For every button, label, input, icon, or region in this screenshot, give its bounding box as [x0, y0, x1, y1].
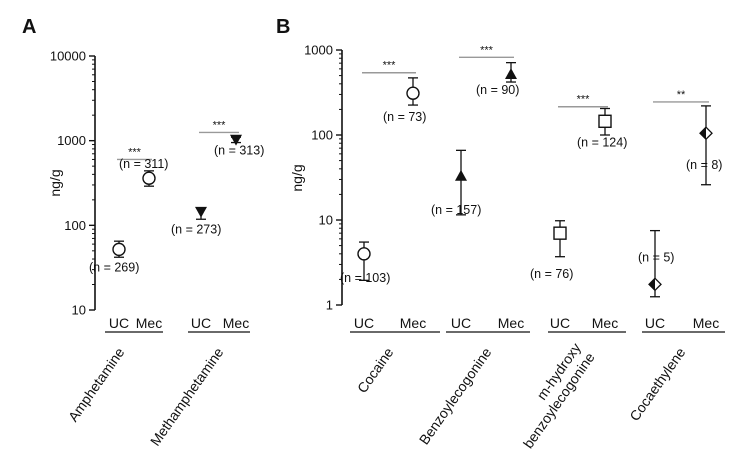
data-point-square [553, 226, 567, 240]
x-category-label: UC [191, 315, 211, 331]
x-category-label: Mec [693, 315, 719, 331]
n-count-label: (n = 313) [214, 144, 264, 158]
group-label-line: Cocaine [354, 344, 397, 395]
y-tick-label: 10 [72, 303, 86, 318]
n-count-label: (n = 273) [171, 223, 221, 237]
y-axis-label: ng/g [47, 169, 63, 196]
x-category-label: UC [645, 315, 665, 331]
n-count-label: (n = 269) [89, 260, 139, 274]
data-point-circle [142, 171, 156, 185]
x-category-label: Mec [223, 315, 249, 331]
n-count-label: (n = 76) [530, 267, 573, 281]
data-point-square [598, 114, 612, 128]
y-tick-label: 1000 [304, 43, 333, 58]
y-tick-label: 10 [319, 213, 333, 228]
n-count-label: (n = 157) [431, 203, 481, 217]
data-point-circle [112, 242, 126, 257]
n-count-label: (n = 90) [476, 83, 519, 97]
x-category-label: UC [109, 315, 129, 331]
x-category-label: Mec [498, 315, 524, 331]
group-label: m-hydroxybenzoylecogonine [506, 340, 598, 451]
significance-label: *** [213, 119, 227, 131]
panel-a-plot: 10 100 1000 10000 ng/g UC Mec UC Mec Amphetamine M… [47, 49, 264, 449]
group-label: Benzoylecogonine [416, 344, 495, 447]
y-tick-label: 1000 [57, 133, 86, 148]
y-tick-label: 100 [64, 218, 86, 233]
data-point-triangle-up [455, 169, 467, 181]
y-axis-label: ng/g [289, 164, 305, 191]
data-point-circle [406, 86, 420, 100]
data-point-diamond-fill [700, 127, 706, 140]
group-label-line: Methamphetamine [147, 344, 227, 448]
group-label-line: Benzoylecogonine [416, 344, 495, 447]
data-point-diamond-fill [649, 278, 655, 291]
x-category-label: Mec [592, 315, 618, 331]
n-count-label: (n = 124) [577, 135, 627, 149]
group-label-line: Cocaethylene [626, 344, 688, 423]
x-category-label: UC [354, 315, 374, 331]
group-label: Methamphetamine [147, 344, 227, 448]
group-label: Amphetamine [65, 344, 128, 424]
significance-label: *** [128, 146, 142, 158]
n-count-label: (n = 5) [638, 250, 674, 264]
y-tick-label: 10000 [50, 49, 86, 64]
panel-label-a: A [22, 16, 36, 38]
significance-label: *** [480, 44, 494, 56]
group-label: Cocaine [354, 344, 397, 395]
data-point-triangle-up [505, 68, 517, 79]
data-point-triangle-down [195, 206, 207, 218]
panel-label-b: B [276, 16, 290, 38]
x-category-label: UC [550, 315, 570, 331]
y-tick-label: 1 [326, 298, 333, 313]
n-count-label: (n = 8) [686, 158, 722, 172]
y-tick-label: 100 [311, 128, 333, 143]
n-count-label: (n = 103) [340, 271, 390, 285]
x-category-label: Mec [136, 315, 162, 331]
x-category-label: Mec [400, 315, 426, 331]
group-label: Cocaethylene [626, 344, 688, 423]
x-category-label: UC [451, 315, 471, 331]
data-point-circle [357, 247, 371, 261]
significance-label: *** [383, 60, 397, 72]
data-point-triangle-down [230, 134, 242, 146]
significance-label: *** [577, 94, 591, 106]
n-count-label: (n = 73) [383, 110, 426, 124]
group-label-line: Amphetamine [65, 344, 128, 424]
n-count-label: (n = 311) [119, 157, 168, 171]
significance-label: ** [677, 89, 686, 101]
